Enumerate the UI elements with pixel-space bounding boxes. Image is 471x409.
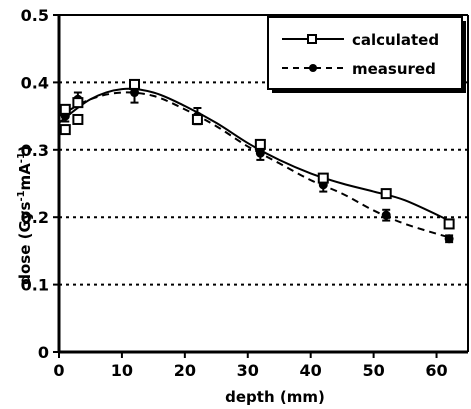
axes: [53, 14, 469, 358]
point-measured: [130, 88, 140, 98]
y-tick-label: 0.2: [21, 208, 49, 227]
y-axis-label-main: dose (Gys: [16, 201, 34, 284]
y-tick-label: 0.5: [21, 6, 49, 25]
y-axis-label: dose (Gys-1mA-1): [16, 145, 34, 285]
y-axis-label-sup1: -1: [16, 190, 27, 201]
x-tick-label: 60: [425, 361, 447, 380]
point-calculated: [317, 172, 329, 184]
y-tick-label: 0.1: [21, 276, 49, 295]
legend: calculated measured: [267, 16, 466, 93]
point-calculated: [129, 78, 141, 90]
series-line-calculated: [58, 87, 450, 222]
point-calculated: [59, 124, 71, 136]
x-tick-label: 10: [111, 361, 133, 380]
series-lines: [58, 87, 450, 239]
point-calculated: [191, 113, 203, 125]
point-measured: [444, 234, 454, 244]
x-tick-label: 50: [362, 361, 384, 380]
legend-marker-calculated: [307, 34, 317, 44]
point-calculated: [59, 103, 71, 115]
point-calculated: [380, 188, 392, 200]
y-tick-label: 0.4: [21, 73, 49, 92]
x-tick-label: 20: [174, 361, 196, 380]
point-measured: [381, 210, 391, 220]
x-tick-label: 30: [237, 361, 259, 380]
series-line-measured: [58, 91, 450, 239]
y-axis-label-sup2: -1: [16, 152, 27, 163]
point-calculated: [72, 113, 84, 125]
y-tick-label: 0.3: [21, 141, 49, 160]
x-axis-label: depth (mm): [225, 388, 325, 406]
x-tick-label: 40: [300, 361, 322, 380]
gridlines: [59, 81, 468, 286]
point-measured: [255, 148, 265, 158]
legend-label-measured: measured: [352, 60, 436, 78]
data-markers: [59, 78, 455, 244]
tick-labels: 0 0.1 0.2 0.3 0.4 0.5 0 10 20 30 40 50 60: [21, 6, 448, 380]
y-axis-label-mid: mA: [16, 163, 34, 191]
legend-marker-measured: [309, 64, 317, 72]
legend-box: [267, 16, 463, 90]
point-calculated: [254, 138, 266, 150]
point-calculated: [443, 218, 455, 230]
y-tick-label: 0: [38, 343, 49, 362]
point-calculated: [72, 97, 84, 109]
legend-label-calculated: calculated: [352, 31, 439, 49]
x-tick-label: 0: [53, 361, 64, 380]
y-axis-label-end: ): [16, 145, 34, 152]
